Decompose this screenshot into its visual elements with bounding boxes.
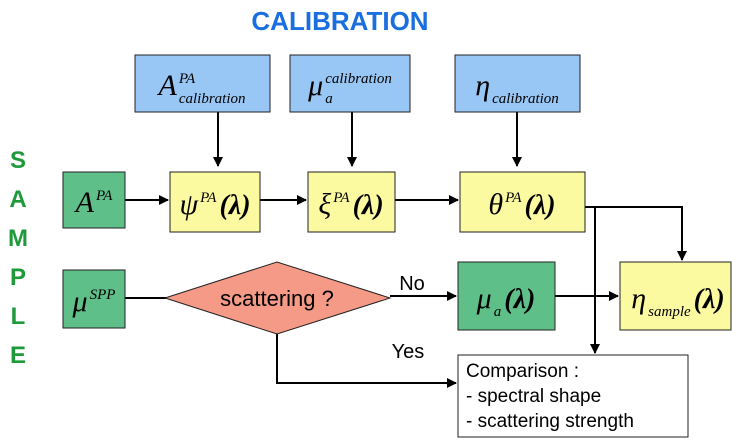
formula-base: ψ xyxy=(179,188,199,221)
formula-sup: PA xyxy=(178,71,196,87)
formula-sub: calibration xyxy=(492,91,559,107)
formula-base: η xyxy=(631,282,646,315)
decision-label: scattering ? xyxy=(220,286,334,311)
formula-base: μ xyxy=(307,69,323,102)
formula: η calibration xyxy=(475,69,559,107)
arrow xyxy=(276,334,457,388)
formula-base: η xyxy=(475,69,490,102)
formula: A PA calibration xyxy=(157,69,246,107)
edge-label: No xyxy=(399,273,425,295)
calibration-box xyxy=(134,54,271,113)
formula: ξ PA (λ) xyxy=(318,188,383,221)
sample-box xyxy=(62,269,126,329)
formula-arg: (λ) xyxy=(525,190,556,221)
side-letter: A xyxy=(9,186,26,213)
formula-base: ξ xyxy=(318,188,331,221)
formula-arg: (λ) xyxy=(353,190,384,221)
side-letter: E xyxy=(10,342,26,369)
formula: θ PA (λ) xyxy=(488,188,555,221)
formula: μ a (λ) xyxy=(476,282,536,320)
formula-sup: PA xyxy=(95,188,113,204)
sample-box xyxy=(62,171,126,229)
title: CALIBRATION xyxy=(251,6,428,36)
formula-sup: SPP xyxy=(90,287,116,303)
comparison-text: Comparison : - spectral shape - scattering… xyxy=(466,361,634,432)
calibration-box xyxy=(289,54,411,113)
process-box xyxy=(307,171,396,233)
formula: A PA xyxy=(74,186,114,219)
formula-arg: (λ) xyxy=(219,190,250,221)
edge-label: Yes xyxy=(392,341,425,363)
result-box xyxy=(619,261,732,331)
formula-base: θ xyxy=(488,188,503,221)
formula: ψ PA (λ) xyxy=(179,188,250,221)
formula-base: μ xyxy=(72,285,88,318)
process-box xyxy=(169,171,261,233)
formula: μ SPP xyxy=(72,285,116,318)
formula-arg: (λ) xyxy=(694,284,725,315)
formula-sup: PA xyxy=(504,190,522,206)
side-letter: M xyxy=(8,225,28,252)
decision xyxy=(163,261,392,335)
comparison-line: Comparison : xyxy=(466,361,579,382)
formula-sup: PA xyxy=(199,190,217,206)
formula-base: μ xyxy=(476,282,492,315)
formula: μ calibration a xyxy=(307,69,392,107)
formula-base: A xyxy=(157,69,178,102)
formula: η sample (λ) xyxy=(631,282,724,320)
calibration-box xyxy=(454,54,581,113)
formula-sup: PA xyxy=(332,190,350,206)
comparison-box xyxy=(457,354,689,438)
formula-sub: a xyxy=(325,91,333,107)
formula-sub: calibration xyxy=(179,91,246,107)
process-box xyxy=(459,171,586,233)
side-letter: L xyxy=(11,303,26,330)
formula-base: A xyxy=(74,186,95,219)
comparison-line: - scattering strength xyxy=(466,411,634,432)
comparison-line: - spectral shape xyxy=(466,386,601,407)
formula-sub: a xyxy=(494,304,502,320)
side-letter: P xyxy=(10,264,26,291)
formula-arg: (λ) xyxy=(504,284,535,315)
formula-sup: calibration xyxy=(325,71,392,87)
arrow xyxy=(585,206,687,261)
result-box xyxy=(457,261,556,331)
side-letter: S xyxy=(10,147,26,174)
formula-sub: sample xyxy=(648,304,691,320)
connectors xyxy=(125,112,687,388)
